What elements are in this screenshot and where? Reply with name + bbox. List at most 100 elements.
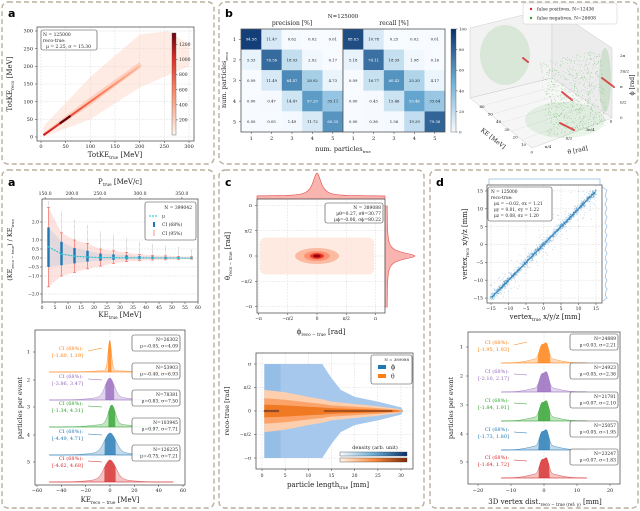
data-point: [522, 267, 524, 269]
false-negative-point: [578, 101, 580, 102]
false-negative-point: [584, 52, 586, 54]
data-point: [494, 292, 496, 294]
data-point: [573, 211, 575, 213]
colorbar-tick-label: 800: [179, 72, 188, 78]
data-point: [543, 245, 545, 247]
false-negative-point: [574, 87, 575, 89]
false-negative-point: [600, 61, 601, 62]
matrix-value: 0.16: [431, 57, 440, 62]
data-point: [580, 199, 582, 201]
false-negative-point: [573, 75, 575, 77]
data-point: [504, 287, 506, 289]
data-point: [586, 197, 588, 199]
data-point: [516, 273, 518, 275]
false-negative-point: [551, 130, 553, 131]
colorbar-tick-label: 20: [459, 109, 465, 114]
data-point: [592, 190, 594, 192]
data-point: [540, 248, 542, 250]
data-point: [498, 286, 500, 288]
false-negative-point: [571, 121, 573, 123]
data-point: [492, 299, 494, 301]
matrix-value: 25.20: [409, 78, 420, 83]
false-negative-point: [555, 134, 557, 136]
data-point: [542, 242, 544, 244]
data-point: [517, 287, 519, 289]
data-point: [524, 265, 526, 267]
false-negative-point: [556, 106, 557, 108]
data-point: [596, 189, 598, 191]
false-negative-point: [594, 107, 596, 109]
density-peak: [59, 114, 72, 125]
colorbar: [171, 32, 177, 136]
false-negative-point: [556, 110, 557, 111]
false-negative-point: [583, 108, 585, 109]
x-tick-label: 100: [86, 144, 96, 150]
false-negative-point: [581, 75, 583, 77]
data-point: [544, 251, 546, 253]
data-point: [562, 221, 564, 222]
matrix-cell: [424, 70, 445, 91]
label-text: reco-true [rad]: [223, 387, 231, 436]
data-point: [543, 237, 545, 238]
matrix-value: 0.00: [247, 99, 256, 104]
false-negative-point: [553, 86, 554, 88]
false-negative-point: [581, 123, 583, 124]
y-tick-label: 5: [480, 224, 483, 230]
false-negative-point: [578, 112, 580, 113]
data-point: [524, 266, 526, 268]
false-negative-point: [548, 75, 549, 76]
false-negative-point: [545, 91, 547, 92]
data-point: [498, 285, 500, 287]
data-point: [586, 201, 588, 202]
data-point: [498, 292, 500, 294]
data-point: [499, 293, 501, 295]
false-negative-point: [555, 73, 557, 75]
false-negative-point: [590, 75, 591, 77]
matrix-value: 60.35: [327, 119, 338, 124]
false-negative-point: [581, 98, 583, 100]
x-tick-label: 5: [433, 136, 436, 142]
false-negative-point: [548, 103, 550, 105]
data-point: [512, 273, 514, 275]
data-point: [573, 211, 574, 213]
x-tick-label: 0: [531, 150, 534, 155]
false-negative-point: [548, 107, 550, 109]
data-point: [591, 197, 593, 199]
false-negative-point: [588, 119, 590, 121]
data-point: [590, 200, 592, 202]
false-negative-point: [560, 102, 562, 104]
false-negative-point: [545, 104, 546, 106]
data-point: [592, 196, 594, 198]
false-negative-point: [576, 103, 578, 105]
data-point: [525, 259, 526, 261]
x-tick-label: π/2: [343, 316, 350, 322]
data-point: [509, 276, 511, 278]
matrix-cell: [383, 90, 405, 112]
matrix-value: 33.64: [429, 99, 440, 104]
data-point: [576, 204, 578, 206]
data-point: [546, 253, 548, 254]
data-point: [531, 257, 533, 259]
data-point: [500, 290, 502, 292]
x-tick-label: −40: [56, 488, 67, 494]
data-point: [578, 190, 579, 192]
false-negative-point: [573, 66, 574, 68]
data-point: [584, 212, 586, 214]
false-negative-point: [554, 86, 556, 88]
data-point: [592, 190, 594, 191]
false-negative-point: [569, 66, 571, 68]
matrix-value: 0.36: [369, 119, 378, 124]
false-negative-point: [562, 62, 564, 64]
false-negative-point: [587, 98, 588, 100]
data-point: [591, 197, 593, 198]
matrix-value: 0.62: [288, 37, 297, 42]
false-negative-point: [598, 86, 600, 88]
false-negative-point: [595, 73, 597, 75]
false-negative-point: [559, 103, 561, 104]
false-negative-point: [590, 112, 592, 114]
data-point: [514, 276, 516, 278]
false-negative-point: [572, 95, 574, 97]
false-negative-point: [569, 82, 571, 84]
label-text: [MeV]: [118, 151, 142, 159]
false-negative-point: [547, 89, 549, 90]
